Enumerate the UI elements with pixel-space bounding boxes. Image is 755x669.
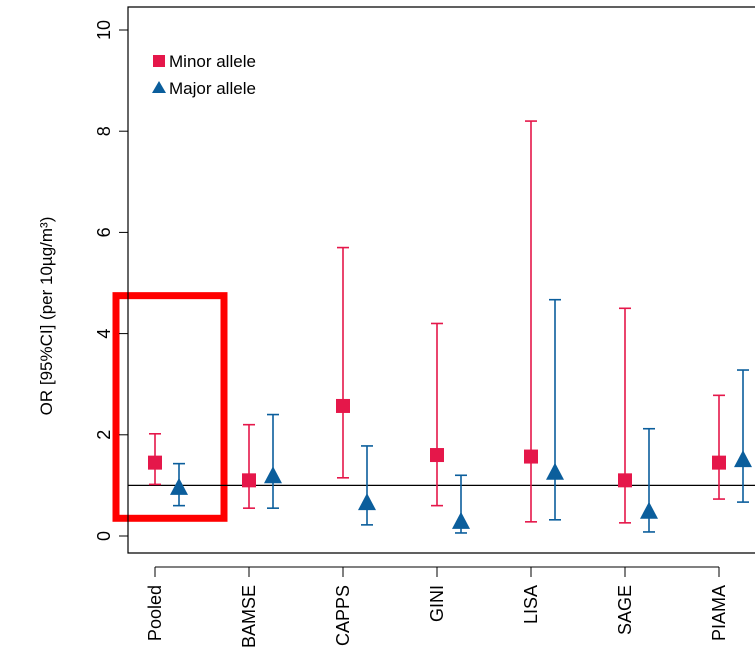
- errorbar-square-sage: [618, 308, 632, 523]
- x-tick-label-capps: CAPPS: [333, 585, 353, 646]
- errorbar-square-gini: [430, 323, 444, 505]
- point-triangle: [358, 493, 376, 510]
- x-tick-label-piama: PIAMA: [709, 585, 729, 641]
- point-triangle: [734, 450, 752, 467]
- y-tick-label: 10: [94, 20, 114, 40]
- point-square: [712, 456, 726, 470]
- point-triangle: [640, 502, 658, 519]
- errorbar-triangle-lisa: [546, 300, 564, 520]
- legend-triangle-icon: [152, 81, 166, 93]
- point-square: [618, 473, 632, 487]
- errorbar-triangle-sage: [640, 429, 658, 532]
- legend-square-icon: [153, 55, 165, 67]
- x-axis: Pooled BAMSE CAPPS GINI LISA SAGE PIAMA: [145, 567, 729, 648]
- x-tick-label-bamse: BAMSE: [239, 585, 259, 648]
- errorbar-square-capps: [336, 248, 350, 478]
- y-tick-label: 6: [94, 227, 114, 237]
- errorbar-square-piama: [712, 395, 726, 499]
- point-square: [148, 456, 162, 470]
- legend-label: Major allele: [169, 79, 256, 98]
- errorbar-triangle-gini: [452, 475, 470, 533]
- data-marks: [148, 121, 752, 533]
- errorbar-triangle-piama: [734, 370, 752, 502]
- errorbar-triangle-pooled: [170, 464, 188, 506]
- errorbar-square-lisa: [524, 121, 538, 522]
- point-square: [430, 448, 444, 462]
- legend: Minor allele Major allele: [152, 52, 256, 98]
- y-axis: 0 2 4 6 8 10: [94, 20, 128, 541]
- x-tick-label-sage: SAGE: [615, 585, 635, 635]
- errorbar-square-pooled: [148, 434, 162, 485]
- y-tick-label: 8: [94, 126, 114, 136]
- point-triangle: [546, 463, 564, 480]
- x-tick-label-lisa: LISA: [521, 585, 541, 624]
- point-square: [336, 399, 350, 413]
- point-triangle: [170, 478, 188, 495]
- y-tick-label: 2: [94, 430, 114, 440]
- x-tick-label-pooled: Pooled: [145, 585, 165, 641]
- errorbar-triangle-bamse: [264, 415, 282, 509]
- y-tick-label: 4: [94, 329, 114, 339]
- y-tick-label: 0: [94, 531, 114, 541]
- x-tick-label-gini: GINI: [427, 585, 447, 622]
- legend-label: Minor allele: [169, 52, 256, 71]
- errorbar-square-bamse: [242, 425, 256, 508]
- y-axis-label: OR [95%CI] (per 10µg/m³): [37, 217, 56, 416]
- point-triangle: [452, 512, 470, 529]
- point-square: [242, 473, 256, 487]
- point-triangle: [264, 466, 282, 483]
- point-square: [524, 450, 538, 464]
